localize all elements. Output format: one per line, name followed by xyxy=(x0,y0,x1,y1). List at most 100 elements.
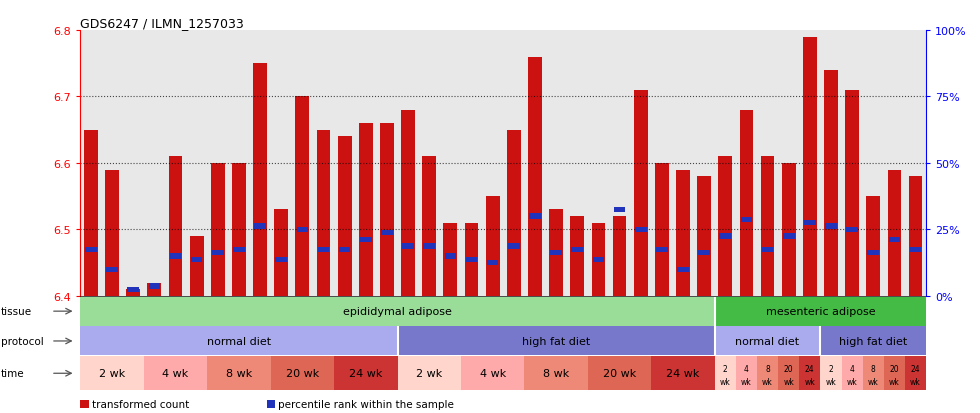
Bar xyxy=(149,284,160,289)
Text: wk: wk xyxy=(720,377,731,386)
Bar xyxy=(845,90,858,296)
Text: normal diet: normal diet xyxy=(207,336,271,346)
Bar xyxy=(275,257,287,262)
Text: 2: 2 xyxy=(828,364,833,373)
Bar xyxy=(677,267,689,272)
Bar xyxy=(381,230,393,236)
Bar xyxy=(612,216,626,296)
Text: wk: wk xyxy=(889,377,900,386)
Text: 8 wk: 8 wk xyxy=(543,368,569,378)
Bar xyxy=(529,214,541,219)
Bar xyxy=(866,197,880,296)
Bar xyxy=(908,177,922,296)
Bar xyxy=(296,97,310,296)
Bar xyxy=(211,164,224,296)
Bar xyxy=(465,223,478,296)
Bar xyxy=(461,356,524,390)
Bar xyxy=(718,157,732,296)
Text: 20 wk: 20 wk xyxy=(286,368,319,378)
Bar xyxy=(339,247,351,252)
Text: 24: 24 xyxy=(805,364,814,373)
Bar xyxy=(862,356,884,390)
Text: high fat diet: high fat diet xyxy=(839,336,907,346)
Bar xyxy=(207,356,270,390)
Bar xyxy=(274,210,288,296)
Bar xyxy=(144,356,207,390)
Text: mesenteric adipose: mesenteric adipose xyxy=(765,306,875,316)
Text: percentile rank within the sample: percentile rank within the sample xyxy=(278,399,454,409)
Bar xyxy=(905,356,926,390)
Bar xyxy=(782,164,796,296)
Bar xyxy=(267,400,275,408)
Bar xyxy=(761,247,773,252)
Text: 4: 4 xyxy=(744,364,749,373)
Bar xyxy=(486,197,500,296)
Bar xyxy=(549,210,563,296)
Text: 20: 20 xyxy=(890,364,900,373)
Text: 8 wk: 8 wk xyxy=(225,368,252,378)
Bar xyxy=(820,356,842,390)
Bar xyxy=(714,297,926,326)
Bar xyxy=(783,234,795,239)
Bar xyxy=(714,327,820,356)
Bar xyxy=(270,356,334,390)
Bar xyxy=(656,247,667,252)
Text: wk: wk xyxy=(910,377,921,386)
Bar xyxy=(84,131,98,296)
Bar xyxy=(80,327,398,356)
Text: 4 wk: 4 wk xyxy=(479,368,506,378)
Bar xyxy=(318,247,329,252)
Bar xyxy=(820,327,926,356)
Bar xyxy=(524,356,588,390)
Bar xyxy=(423,244,435,249)
Text: transformed count: transformed count xyxy=(92,399,189,409)
Bar xyxy=(803,38,816,296)
Bar xyxy=(85,247,97,252)
Text: 2 wk: 2 wk xyxy=(99,368,125,378)
Bar xyxy=(588,356,652,390)
Bar xyxy=(676,170,690,296)
Bar xyxy=(148,283,162,296)
Text: wk: wk xyxy=(825,377,836,386)
Bar xyxy=(740,111,754,296)
Bar xyxy=(757,356,778,390)
Bar xyxy=(699,250,710,256)
Text: wk: wk xyxy=(741,377,752,386)
Bar xyxy=(401,111,415,296)
Bar xyxy=(422,157,436,296)
Bar xyxy=(652,356,714,390)
Bar xyxy=(714,356,736,390)
Bar xyxy=(466,257,477,262)
Text: 24 wk: 24 wk xyxy=(349,368,382,378)
Bar xyxy=(190,237,204,296)
Bar xyxy=(360,237,371,242)
Bar xyxy=(571,247,583,252)
Bar xyxy=(508,244,519,249)
Bar xyxy=(398,356,461,390)
Bar xyxy=(444,223,458,296)
Bar xyxy=(909,247,921,252)
Text: 24 wk: 24 wk xyxy=(666,368,700,378)
Text: 4 wk: 4 wk xyxy=(163,368,188,378)
Bar xyxy=(889,237,901,242)
Bar xyxy=(191,257,203,262)
Text: tissue: tissue xyxy=(1,306,32,316)
Bar xyxy=(888,170,902,296)
Bar xyxy=(842,356,862,390)
Bar xyxy=(80,356,144,390)
Bar xyxy=(380,124,394,296)
Text: 8: 8 xyxy=(871,364,875,373)
Bar xyxy=(105,170,119,296)
Text: time: time xyxy=(1,368,24,378)
Bar xyxy=(655,164,668,296)
Bar xyxy=(697,177,710,296)
Bar xyxy=(867,250,879,256)
Bar xyxy=(253,64,267,296)
Bar xyxy=(635,227,647,233)
Bar xyxy=(736,356,757,390)
Bar xyxy=(80,297,714,326)
Text: wk: wk xyxy=(805,377,815,386)
Bar xyxy=(402,244,414,249)
Bar xyxy=(825,224,837,229)
Text: wk: wk xyxy=(847,377,858,386)
